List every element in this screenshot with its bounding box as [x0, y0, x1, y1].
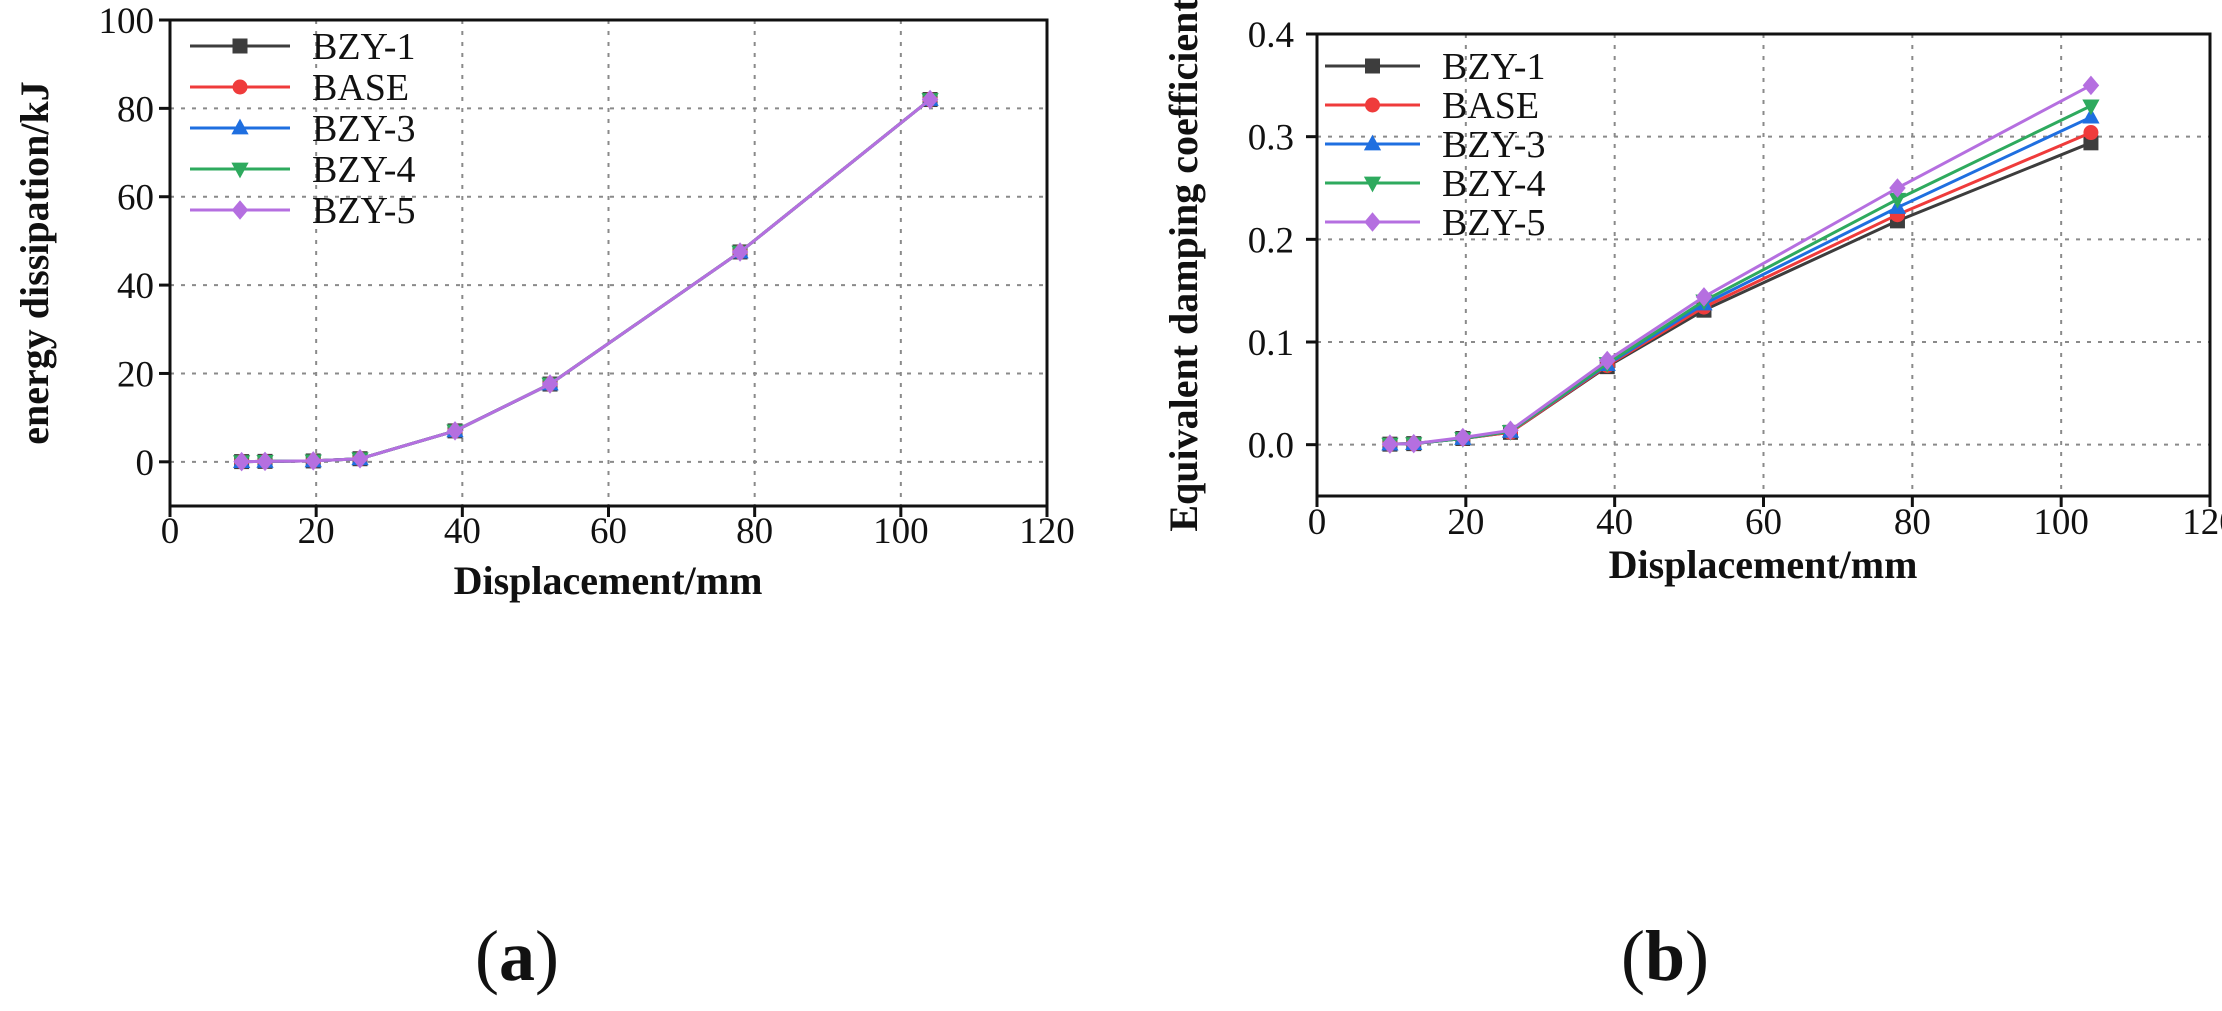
legend-label: BZY-4 [1442, 163, 1545, 205]
data-point [351, 448, 369, 469]
y-tick-label: 0 [136, 443, 155, 484]
data-point [541, 374, 559, 394]
legend-label: BZY-1 [312, 26, 415, 68]
data-point [1381, 434, 1399, 454]
chart-a: 0 20 40 60 80 100 120 0 20 40 60 80 100 Displacement/… [12, 1, 1075, 603]
y-tick-label: 60 [117, 178, 154, 219]
x-tick-label: 100 [2033, 502, 2089, 543]
x-tick-label: 80 [1894, 502, 1931, 543]
x-axis-title: Displacement/mm [454, 558, 763, 603]
legend-label: BZY-3 [312, 108, 415, 150]
data-point [1502, 420, 1519, 441]
y-tick-label: 0.1 [1248, 323, 1294, 364]
legend-marker [1363, 176, 1382, 193]
data-point [2082, 107, 2100, 124]
legend-label: BASE [1442, 85, 1539, 127]
legend-item: BZY-1 [1325, 46, 1545, 88]
legend-item: BASE [190, 67, 409, 109]
data-point [2083, 125, 2099, 141]
legend-label: BASE [312, 67, 409, 109]
legend-marker [231, 118, 249, 135]
x-tick-label: 20 [1447, 502, 1484, 543]
x-tick-label: 40 [1596, 502, 1633, 543]
x-tick-label: 60 [1745, 502, 1782, 543]
y-tick-label: 100 [99, 1, 155, 42]
panel-label-a: (a) [475, 916, 559, 996]
legend-marker [232, 38, 248, 54]
series-line [1389, 83, 2092, 446]
legend-marker [1365, 97, 1380, 113]
data-point [1888, 192, 1907, 209]
legend-item: BZY-5 [190, 190, 415, 232]
legend-item: BZY-3 [1325, 124, 1545, 166]
series-BZY-5 [233, 89, 939, 472]
legend-label: BZY-1 [1442, 46, 1545, 88]
x-tick-label: 0 [1308, 502, 1327, 543]
y-axis-title: Equivalent damping coefficient [1161, 0, 1206, 532]
data-point [304, 451, 322, 471]
y-axis-title: energy dissipation/kJ [12, 81, 57, 444]
legend-marker [1364, 212, 1381, 232]
x-tick-label: 20 [298, 511, 335, 552]
x-tick-label: 120 [2182, 502, 2222, 543]
data-point [731, 242, 749, 262]
x-axis-title: Displacement/mm [1609, 542, 1918, 587]
x-tick-label: 120 [1019, 511, 1075, 552]
y-tick-label: 0.0 [1248, 426, 1294, 467]
x-tick-label: 0 [161, 511, 180, 552]
data-point [2082, 75, 2100, 96]
data-point [2082, 99, 2100, 116]
legend-item: BZY-4 [190, 149, 415, 191]
y-tick-label: 20 [117, 354, 154, 395]
data-point [2083, 135, 2099, 151]
data-point [1889, 178, 1906, 198]
legend-label: BZY-3 [1442, 124, 1545, 166]
x-tick-label: 100 [873, 511, 929, 552]
y-tick-label: 40 [117, 266, 154, 307]
legend-label: BZY-5 [312, 190, 415, 232]
data-point [233, 451, 250, 472]
data-point [446, 421, 464, 441]
y-tick-label: 0.3 [1248, 118, 1294, 159]
series-BZY-5 [1381, 75, 2100, 454]
chart-b: 0 20 40 60 80 100 120 0.0 0.1 0.2 0.3 0.4 Displaceme… [1161, 0, 2222, 587]
legend-item: BZY-4 [1325, 163, 1545, 205]
legend-marker [232, 79, 248, 95]
x-tick-label: 80 [736, 511, 773, 552]
legend-item: BZY-1 [190, 26, 415, 68]
legend-marker [231, 162, 249, 179]
legend-item: BZY-3 [190, 108, 415, 150]
legend-marker [1363, 134, 1382, 151]
legend-marker [231, 200, 249, 220]
data-point [1454, 427, 1472, 448]
legend-label: BZY-5 [1442, 202, 1545, 244]
x-tick-label: 60 [590, 511, 627, 552]
data-point [1598, 350, 1616, 371]
y-tick-label: 0.4 [1248, 15, 1294, 56]
legend-marker [1365, 58, 1380, 74]
legend-item: BASE [1325, 85, 1539, 127]
data-point [256, 451, 274, 472]
data-point [1695, 287, 1713, 307]
legend-label: BZY-4 [312, 149, 415, 191]
legend-item: BZY-5 [1325, 202, 1545, 244]
y-tick-label: 80 [117, 89, 154, 130]
y-tick-label: 0.2 [1248, 220, 1294, 261]
data-point [921, 89, 939, 110]
data-point [1405, 433, 1422, 454]
panel-label-b: (b) [1621, 916, 1709, 996]
x-tick-label: 40 [444, 511, 481, 552]
